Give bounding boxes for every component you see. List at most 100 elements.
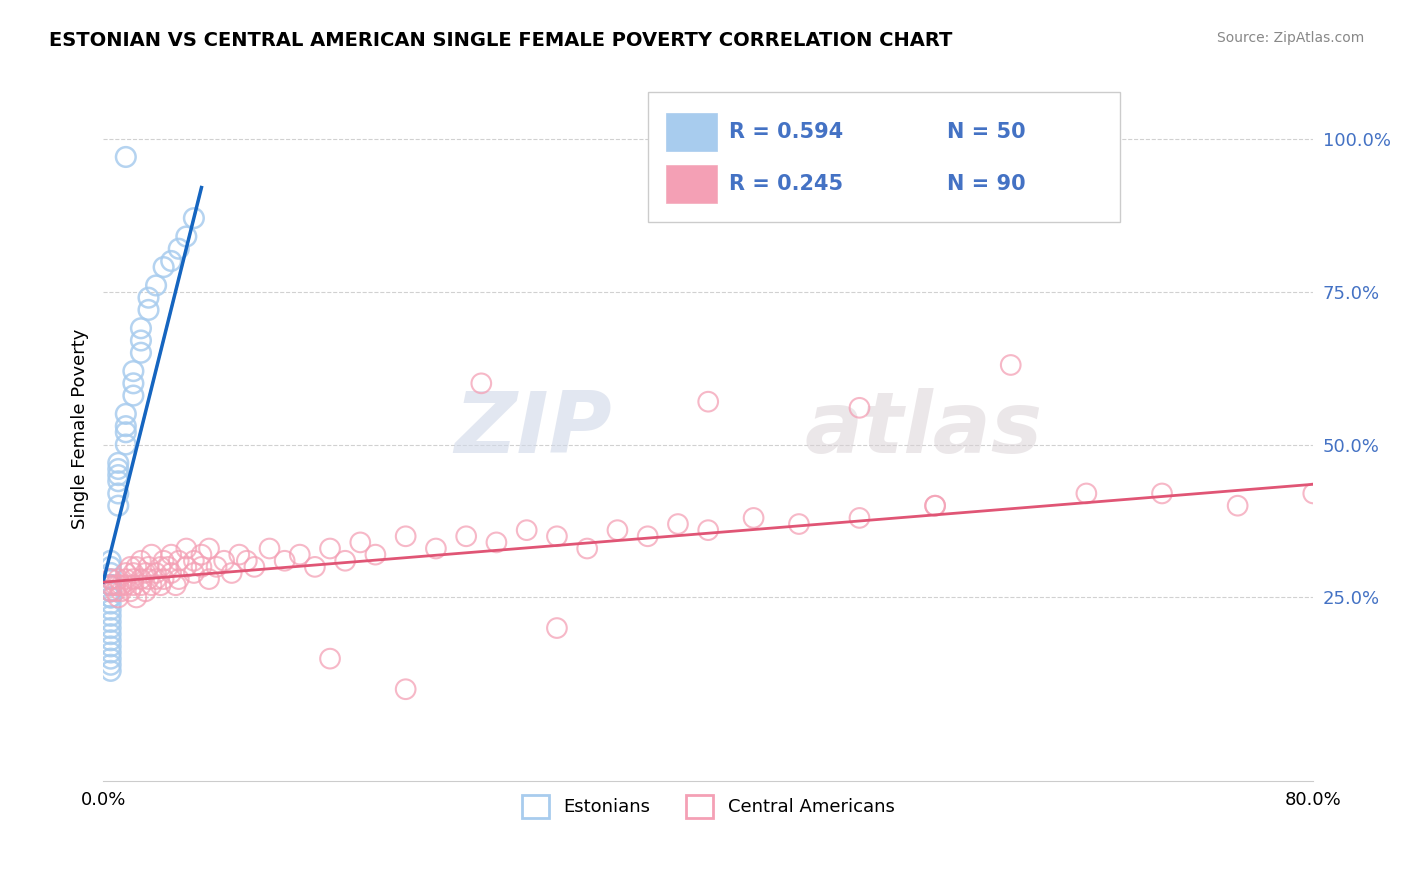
Legend: Estonians, Central Americans: Estonians, Central Americans	[515, 789, 901, 825]
Point	[160, 548, 183, 562]
Point	[129, 334, 152, 348]
Point	[243, 560, 266, 574]
Point	[167, 242, 190, 256]
Text: ZIP: ZIP	[454, 388, 612, 471]
Point	[288, 548, 311, 562]
Point	[149, 578, 172, 592]
Point	[349, 535, 371, 549]
Point	[485, 535, 508, 549]
Point	[100, 578, 122, 592]
Point	[134, 566, 156, 580]
Point	[129, 554, 152, 568]
Point	[456, 529, 478, 543]
Point	[198, 541, 221, 556]
Point	[100, 651, 122, 665]
Point	[107, 499, 129, 513]
Point	[546, 621, 568, 635]
Point	[110, 584, 132, 599]
Point	[425, 541, 447, 556]
Point	[141, 548, 163, 562]
Point	[114, 437, 136, 451]
Point	[125, 560, 148, 574]
Point	[470, 376, 492, 391]
Point	[167, 554, 190, 568]
Point	[259, 541, 281, 556]
Point	[100, 572, 122, 586]
Text: N = 90: N = 90	[946, 174, 1025, 194]
Point	[333, 554, 356, 568]
Point	[697, 394, 720, 409]
Point	[100, 584, 122, 599]
Point	[100, 627, 122, 641]
Point	[606, 523, 628, 537]
Point	[100, 566, 122, 580]
Point	[100, 646, 122, 660]
Point	[190, 560, 212, 574]
Point	[120, 560, 142, 574]
Point	[114, 578, 136, 592]
Point	[122, 388, 145, 402]
Point	[576, 541, 599, 556]
Point	[100, 554, 122, 568]
Y-axis label: Single Female Poverty: Single Female Poverty	[72, 329, 89, 530]
Point	[1226, 499, 1249, 513]
Point	[1000, 358, 1022, 372]
Text: Source: ZipAtlas.com: Source: ZipAtlas.com	[1216, 31, 1364, 45]
Point	[1076, 486, 1098, 500]
Point	[848, 511, 870, 525]
Point	[138, 572, 160, 586]
Point	[114, 407, 136, 421]
Point	[114, 572, 136, 586]
Text: N = 50: N = 50	[946, 122, 1025, 142]
Point	[152, 554, 174, 568]
Point	[107, 591, 129, 605]
Point	[122, 572, 145, 586]
Point	[1302, 486, 1324, 500]
Point	[138, 291, 160, 305]
Point	[666, 516, 689, 531]
Point	[395, 529, 418, 543]
Point	[122, 578, 145, 592]
Point	[145, 572, 167, 586]
Point	[141, 578, 163, 592]
Point	[114, 425, 136, 440]
Point	[100, 633, 122, 648]
Point	[145, 278, 167, 293]
Point	[107, 462, 129, 476]
FancyBboxPatch shape	[666, 165, 717, 202]
Point	[1150, 486, 1173, 500]
Point	[273, 554, 295, 568]
Point	[364, 548, 387, 562]
Point	[145, 566, 167, 580]
Point	[176, 541, 198, 556]
Point	[395, 682, 418, 697]
Point	[100, 657, 122, 672]
Point	[160, 566, 183, 580]
Point	[546, 529, 568, 543]
Point	[107, 572, 129, 586]
Point	[114, 566, 136, 580]
Point	[190, 548, 212, 562]
Point	[100, 591, 122, 605]
FancyBboxPatch shape	[648, 92, 1119, 222]
Point	[129, 321, 152, 335]
Point	[228, 548, 250, 562]
Point	[100, 597, 122, 611]
Point	[122, 566, 145, 580]
Point	[183, 211, 205, 226]
Point	[107, 578, 129, 592]
Point	[152, 572, 174, 586]
Text: R = 0.245: R = 0.245	[728, 174, 844, 194]
Point	[319, 651, 342, 665]
Point	[149, 560, 172, 574]
Point	[100, 584, 122, 599]
Point	[157, 560, 180, 574]
Point	[848, 401, 870, 415]
Point	[176, 229, 198, 244]
Point	[129, 345, 152, 359]
Point	[107, 486, 129, 500]
FancyBboxPatch shape	[666, 113, 717, 151]
Point	[221, 566, 243, 580]
Point	[100, 603, 122, 617]
Point	[100, 615, 122, 629]
